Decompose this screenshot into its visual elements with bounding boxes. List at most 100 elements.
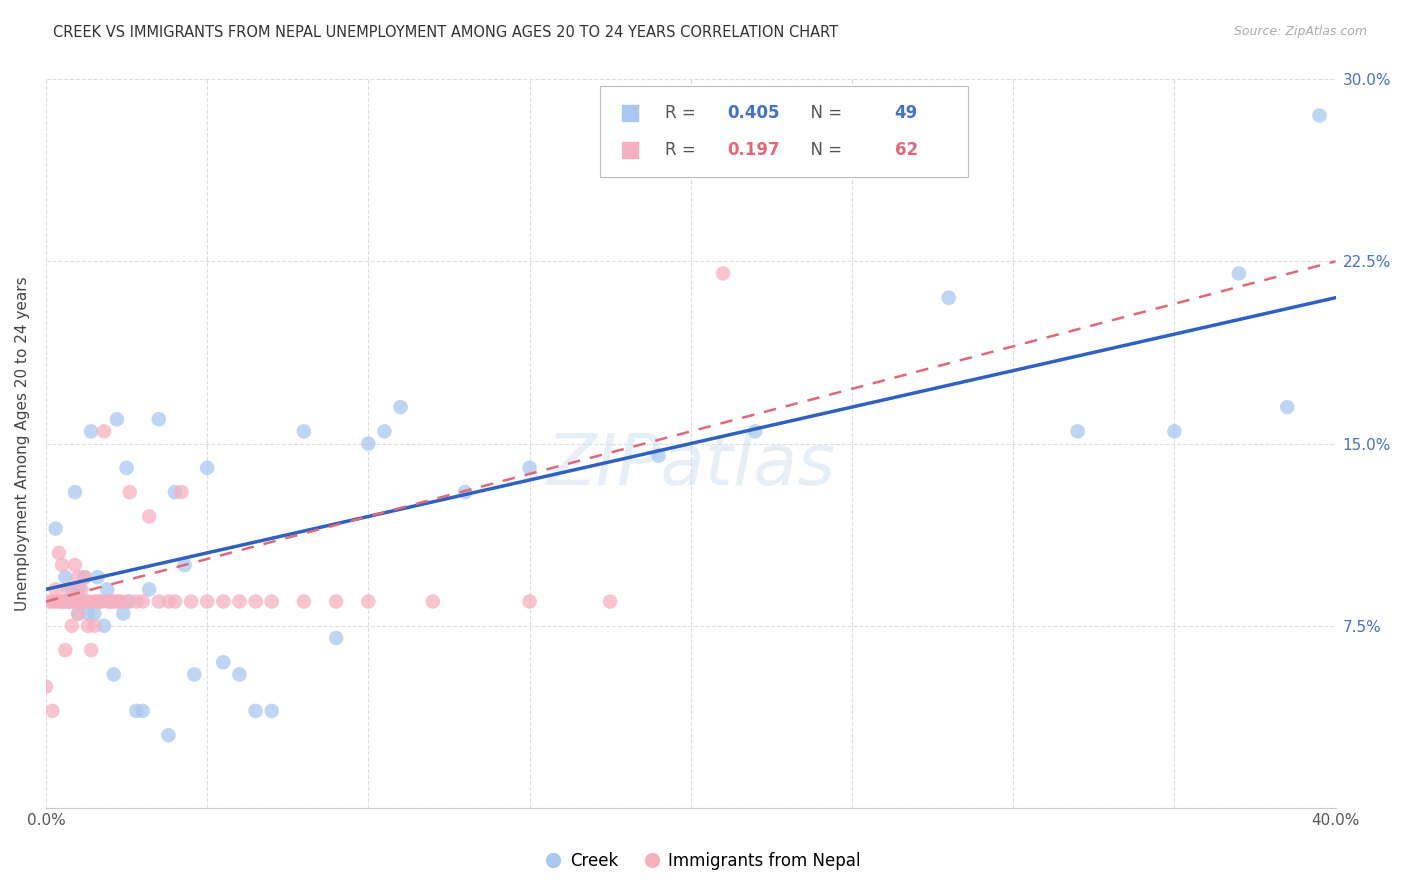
Point (1277, 400, 1299, 414)
Text: 62: 62 (894, 141, 918, 159)
Point (103, 594, 125, 608)
Point (115, 594, 138, 608)
Point (80, 643, 103, 657)
Point (292, 594, 315, 608)
Point (1066, 425, 1088, 439)
Text: N =: N = (800, 141, 848, 159)
Point (1227, 267, 1250, 281)
Point (1308, 108, 1330, 122)
Point (138, 582, 160, 597)
Point (45, 522, 67, 536)
Text: ZIPatlas: ZIPatlas (547, 431, 835, 500)
Point (80, 425, 103, 439)
Text: N =: N = (800, 104, 848, 122)
Point (83, 594, 105, 608)
Point (357, 594, 380, 608)
Point (744, 425, 766, 439)
Point (93, 425, 115, 439)
Point (67, 607, 90, 621)
Point (157, 594, 180, 608)
Point (212, 594, 235, 608)
Point (67, 607, 90, 621)
Point (51, 558, 73, 572)
Point (41, 594, 63, 608)
Point (48, 546, 70, 560)
Point (519, 594, 541, 608)
Point (131, 704, 153, 718)
Point (45, 594, 67, 608)
Point (77, 594, 100, 608)
Point (60, 594, 83, 608)
Point (90, 594, 112, 608)
Point (63, 594, 86, 608)
Point (118, 485, 141, 500)
Point (51, 594, 73, 608)
Point (1163, 425, 1185, 439)
Point (228, 594, 250, 608)
Point (711, 267, 734, 281)
Point (73, 570, 96, 584)
Point (138, 509, 160, 524)
Point (148, 412, 170, 426)
Point (292, 425, 315, 439)
Point (180, 594, 202, 608)
Point (105, 594, 128, 608)
Point (73, 594, 96, 608)
Point (58, 594, 80, 608)
Point (38, 594, 60, 608)
Point (90, 594, 112, 608)
Legend: Creek, Immigrants from Nepal: Creek, Immigrants from Nepal (538, 846, 868, 877)
Point (63, 485, 86, 500)
Point (125, 594, 148, 608)
Point (45, 582, 67, 597)
Point (212, 655, 235, 669)
Point (228, 667, 250, 681)
Point (599, 594, 621, 608)
Point (96, 594, 118, 608)
Point (357, 436, 380, 450)
Point (86, 594, 108, 608)
Point (41, 704, 63, 718)
Point (105, 412, 128, 426)
Point (67, 582, 90, 597)
Point (245, 704, 267, 718)
Point (83, 619, 105, 633)
Point (77, 607, 100, 621)
Point (108, 594, 131, 608)
Point (51, 594, 73, 608)
Point (93, 619, 115, 633)
Point (157, 728, 180, 742)
Point (260, 594, 283, 608)
Text: R =: R = (665, 104, 702, 122)
Point (260, 704, 283, 718)
Point (519, 460, 541, 475)
Point (48, 594, 70, 608)
Point (100, 594, 122, 608)
Point (53, 570, 76, 584)
Y-axis label: Unemployment Among Ages 20 to 24 years: Unemployment Among Ages 20 to 24 years (15, 277, 30, 611)
Point (125, 704, 148, 718)
Point (454, 485, 477, 500)
Text: Source: ZipAtlas.com: Source: ZipAtlas.com (1233, 25, 1367, 38)
Point (77, 619, 100, 633)
Point (86, 570, 108, 584)
Point (195, 594, 218, 608)
Text: 49: 49 (894, 104, 918, 122)
Point (67, 594, 90, 608)
Point (60, 582, 83, 597)
Point (173, 558, 195, 572)
Point (35, 680, 58, 694)
Text: 0.405: 0.405 (727, 104, 779, 122)
Point (103, 667, 125, 681)
Point (183, 667, 205, 681)
Point (325, 594, 347, 608)
Point (67, 570, 90, 584)
Text: 0.197: 0.197 (727, 141, 779, 159)
Point (118, 594, 141, 608)
Point (73, 570, 96, 584)
Point (58, 594, 80, 608)
Point (245, 594, 267, 608)
Point (148, 594, 170, 608)
Point (96, 582, 118, 597)
FancyBboxPatch shape (600, 87, 967, 178)
